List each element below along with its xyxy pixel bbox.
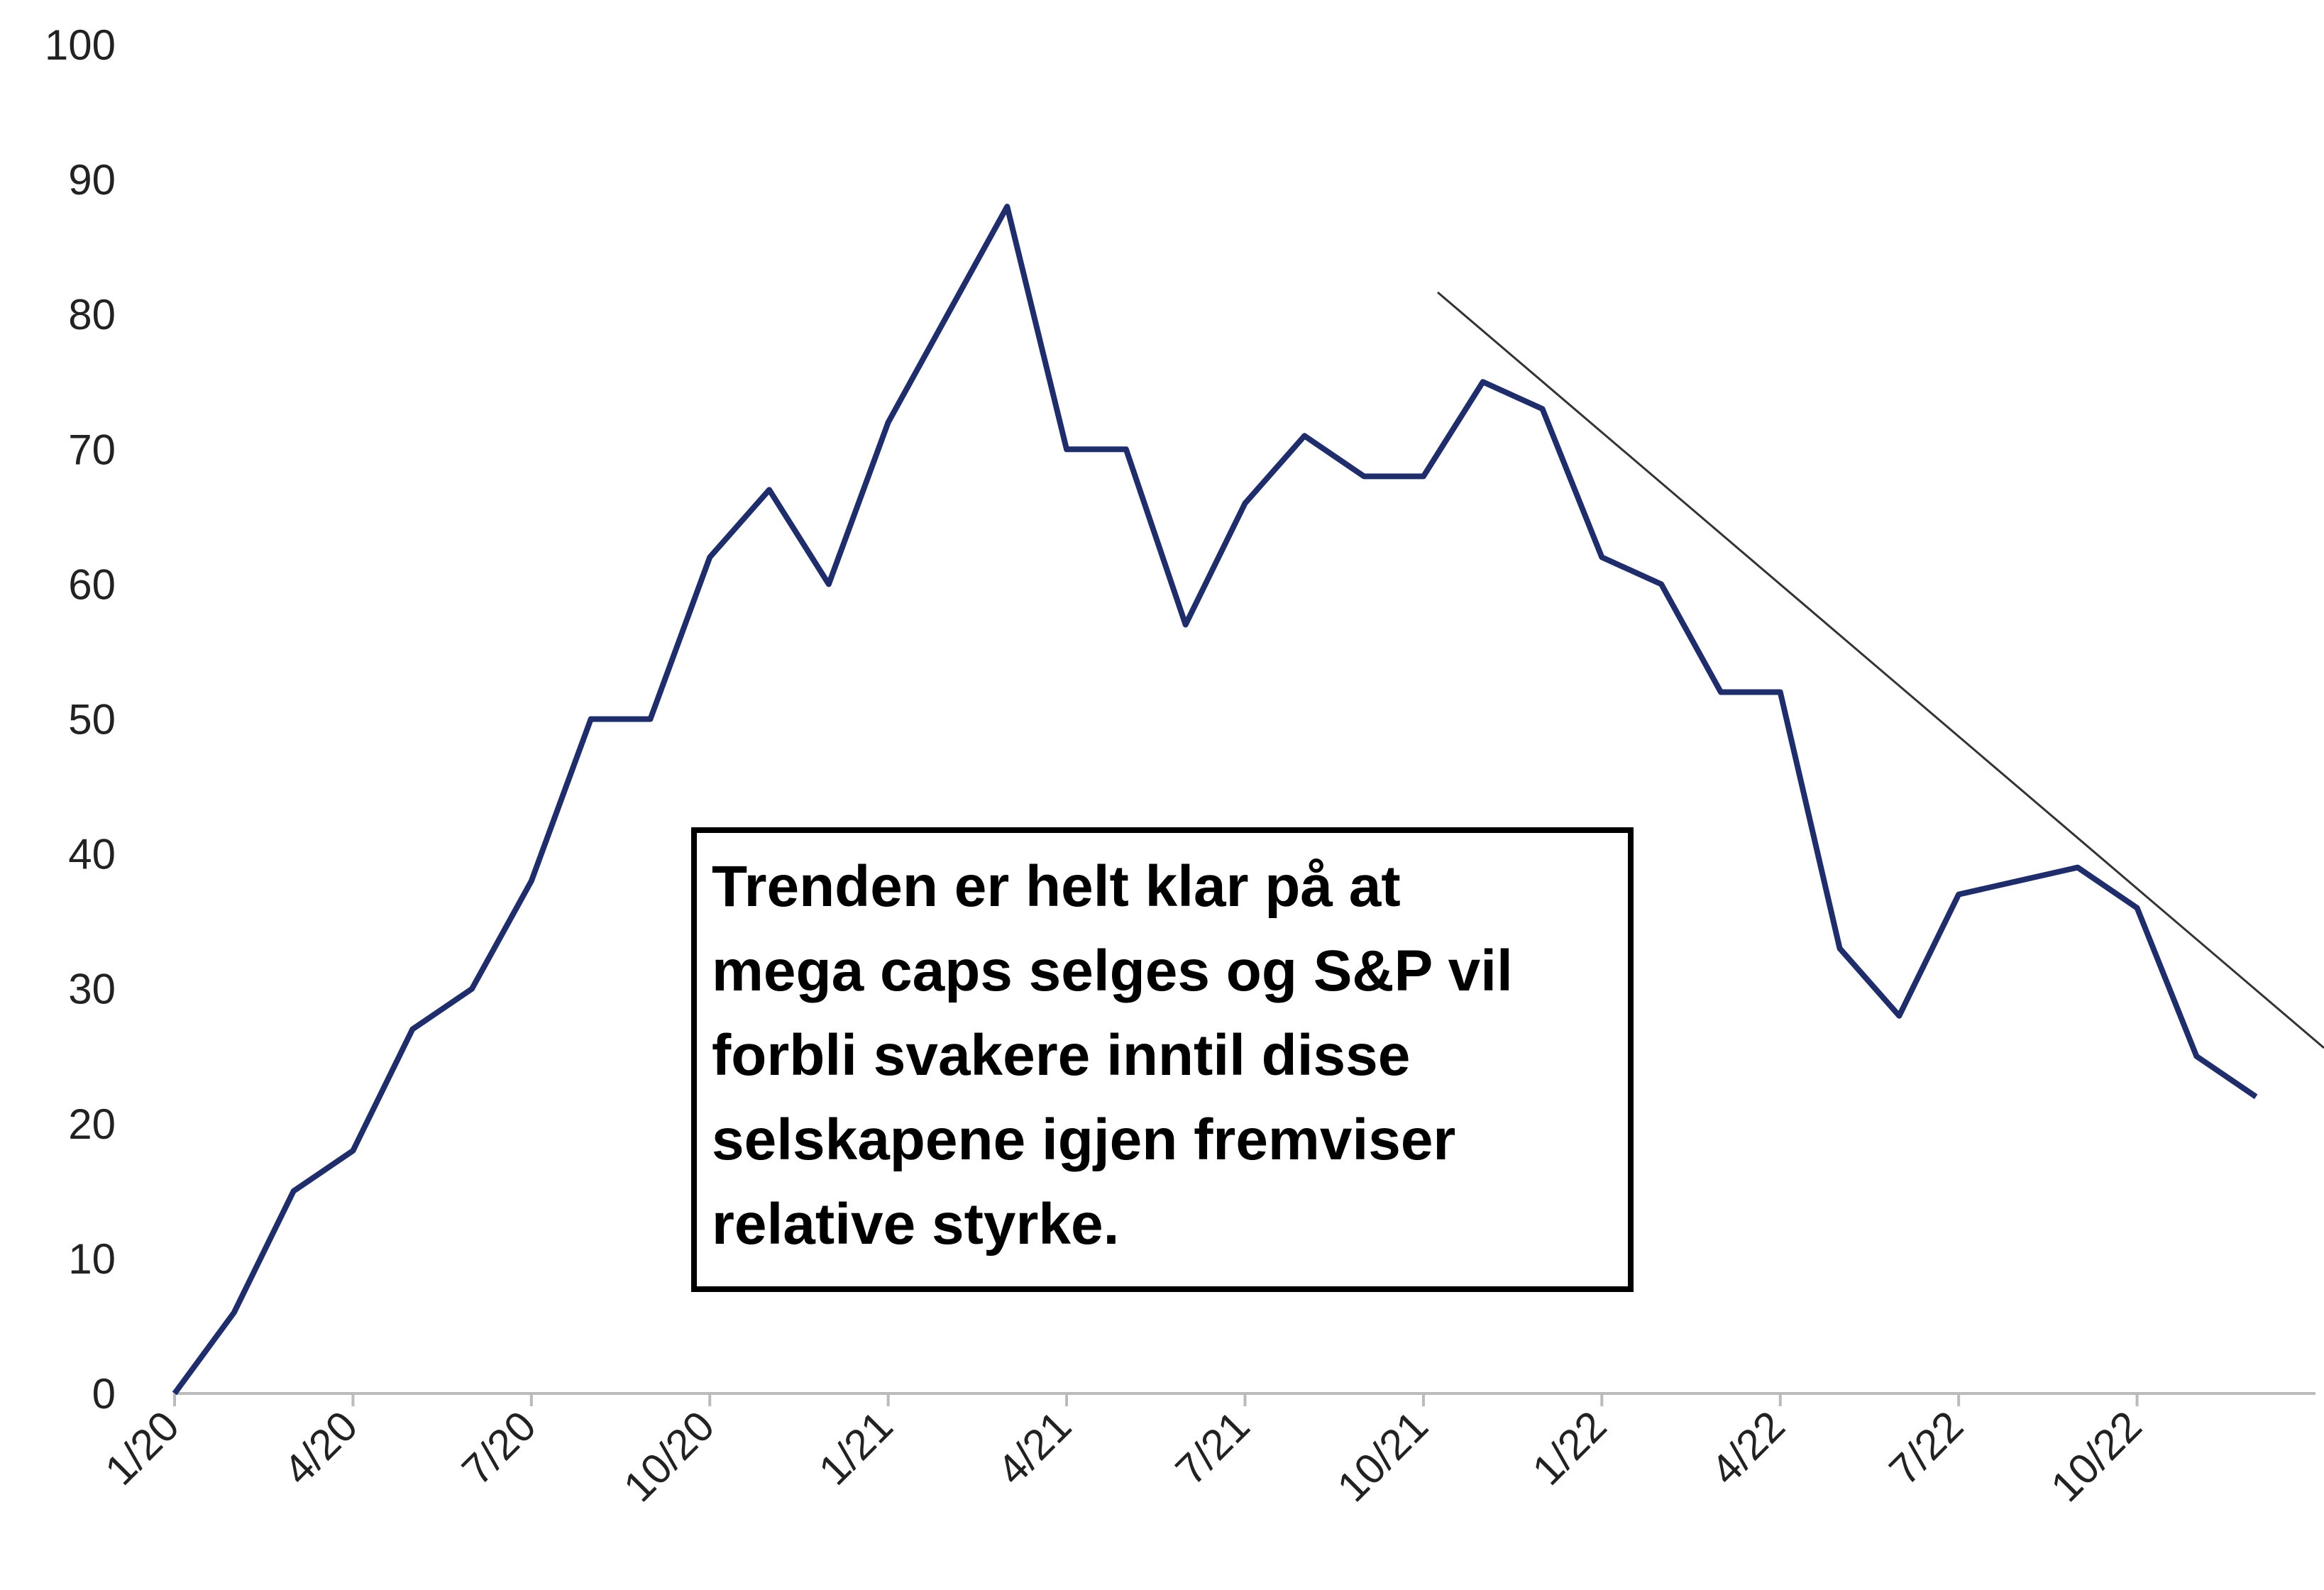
x-tick-label: 7/21: [1167, 1402, 1259, 1494]
y-tick-label: 80: [68, 291, 116, 338]
x-tick-label: 4/21: [988, 1402, 1080, 1494]
x-tick-label: 10/21: [1328, 1402, 1438, 1511]
y-tick-label: 70: [68, 426, 116, 473]
y-tick-label: 40: [68, 831, 116, 878]
line-series: [172, 204, 2258, 1396]
annotation-text: selskapene igjen fremviser: [712, 1108, 1455, 1172]
x-tick-label: 10/22: [2042, 1402, 2151, 1511]
annotation-text: mega caps selges og S&P vil: [712, 939, 1513, 1003]
x-tick-label: 7/20: [453, 1402, 545, 1494]
annotation-text: forbli svakere inntil disse: [712, 1023, 1410, 1088]
x-tick-label: 1/21: [810, 1402, 902, 1494]
x-tick-label: 4/22: [1702, 1402, 1794, 1494]
y-tick-label: 60: [68, 561, 116, 608]
x-tick-label: 7/22: [1880, 1402, 1972, 1494]
trend-line: [1437, 291, 2324, 1049]
y-tick-label: 20: [68, 1100, 116, 1148]
x-tick-label: 4/20: [275, 1402, 367, 1494]
x-tick-label: 1/22: [1524, 1402, 1616, 1494]
annotation-text: relative styrke.: [712, 1192, 1119, 1257]
x-tick-label: 10/20: [615, 1402, 724, 1511]
y-tick-label: 0: [92, 1370, 116, 1418]
annotation-box: [691, 827, 1634, 1292]
y-tick-label: 30: [68, 966, 116, 1013]
annotation-text: Trenden er helt klar på at: [712, 854, 1401, 919]
y-tick-label: 90: [68, 156, 116, 204]
y-tick-label: 100: [45, 21, 116, 69]
y-tick-label: 10: [68, 1235, 116, 1283]
y-tick-label: 50: [68, 696, 116, 744]
